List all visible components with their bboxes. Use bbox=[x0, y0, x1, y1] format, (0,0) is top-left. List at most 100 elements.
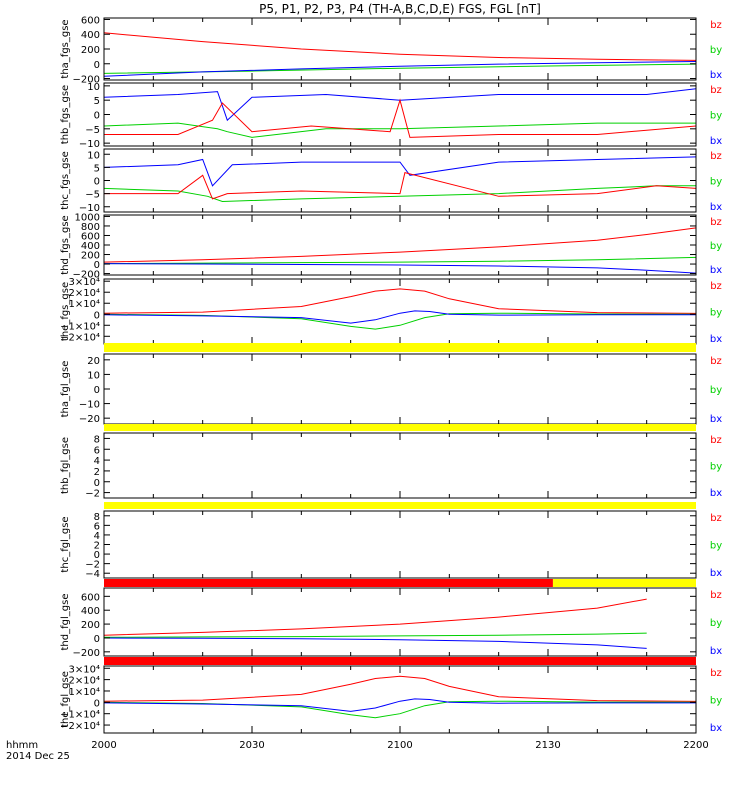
x-tick-label: 2000 bbox=[91, 740, 116, 751]
y-axis-label: thb_fgl_gse bbox=[60, 437, 71, 494]
series-bz-line bbox=[103, 32, 697, 61]
legend-bx: bx bbox=[710, 136, 722, 147]
series-bz-line bbox=[103, 675, 697, 702]
legend-by: by bbox=[710, 696, 722, 707]
panel-frame bbox=[103, 148, 697, 213]
panel-frame bbox=[103, 432, 697, 499]
legend-by: by bbox=[710, 385, 722, 396]
y-tick-label: 0 bbox=[94, 698, 100, 709]
flag-bar-yellow bbox=[104, 343, 696, 352]
legend-bz: bz bbox=[710, 281, 722, 292]
series-bz-line bbox=[104, 171, 697, 200]
legend-bz: bz bbox=[710, 85, 722, 96]
flag-bar-yellow bbox=[104, 424, 696, 431]
y-tick-label: −10 bbox=[79, 139, 100, 150]
legend-by: by bbox=[710, 241, 722, 252]
y-tick-label: 600 bbox=[81, 15, 100, 26]
series-by-line bbox=[103, 632, 647, 638]
series-by-line bbox=[103, 185, 696, 203]
y-axis-label: thd_fgs_gse bbox=[60, 215, 71, 274]
series-bz-line bbox=[103, 288, 697, 314]
y-tick-label: 2 bbox=[94, 467, 100, 478]
series-bx-line bbox=[103, 637, 647, 649]
series-by-line bbox=[103, 312, 697, 330]
legend-bz: bz bbox=[710, 513, 722, 524]
y-tick-label: 1×10⁴ bbox=[69, 687, 100, 698]
series-by-line bbox=[103, 256, 697, 265]
series-by-line bbox=[103, 122, 696, 138]
y-tick-label: −20 bbox=[79, 414, 100, 425]
y-tick-label: 0 bbox=[94, 385, 100, 396]
panel-frame bbox=[103, 353, 697, 425]
series-bz-line bbox=[104, 98, 697, 138]
y-tick-label: 0 bbox=[94, 310, 100, 321]
series-bx-line bbox=[103, 263, 697, 274]
y-tick-label: 8 bbox=[94, 512, 100, 523]
flag-bar-red bbox=[104, 579, 553, 587]
y-tick-label: −200 bbox=[73, 648, 100, 659]
legend-bz: bz bbox=[710, 668, 722, 679]
y-axis-label: thc_fgl_gse bbox=[60, 516, 71, 572]
y-tick-label: −5 bbox=[85, 125, 100, 136]
y-tick-label: −2 bbox=[85, 560, 100, 571]
legend-by: by bbox=[710, 177, 722, 188]
y-tick-label: −10 bbox=[79, 203, 100, 214]
y-tick-label: −10 bbox=[79, 400, 100, 411]
y-tick-label: 200 bbox=[81, 251, 100, 262]
legend-bz: bz bbox=[710, 356, 722, 367]
y-tick-label: 10 bbox=[87, 150, 100, 161]
y-tick-label: 0 bbox=[94, 478, 100, 489]
flag-bar-yellow bbox=[552, 579, 696, 587]
series-bx-line bbox=[103, 88, 697, 122]
legend-bx: bx bbox=[710, 202, 722, 213]
legend-bx: bx bbox=[710, 488, 722, 499]
time-unit-label: hhmm bbox=[6, 740, 38, 751]
legend-bz: bz bbox=[710, 435, 722, 446]
y-tick-label: 0 bbox=[94, 177, 100, 188]
y-axis-label: thb_fgs_gse bbox=[60, 85, 71, 144]
y-tick-label: 20 bbox=[87, 356, 100, 367]
x-tick-label: 2100 bbox=[387, 740, 412, 751]
legend-bx: bx bbox=[710, 265, 722, 276]
y-tick-label: 8 bbox=[94, 434, 100, 445]
series-by-line bbox=[103, 700, 697, 719]
y-tick-label: 3×10⁴ bbox=[69, 277, 100, 288]
y-tick-label: 0 bbox=[94, 111, 100, 122]
series-bx-line bbox=[103, 61, 697, 77]
plot-title: P5, P1, P2, P3, P4 (TH-A,B,C,D,E) FGS, F… bbox=[259, 2, 541, 16]
y-tick-label: 400 bbox=[81, 606, 100, 617]
y-tick-label: 400 bbox=[81, 30, 100, 41]
legend-bz: bz bbox=[710, 590, 722, 601]
panel-frame bbox=[103, 82, 697, 147]
y-tick-label: 0 bbox=[94, 634, 100, 645]
legend-bx: bx bbox=[710, 414, 722, 425]
legend-bz: bz bbox=[710, 151, 722, 162]
y-tick-label: 6 bbox=[94, 445, 100, 456]
x-tick-label: 2130 bbox=[535, 740, 560, 751]
legend-by: by bbox=[710, 111, 722, 122]
y-axis-label: tha_fgs_gse bbox=[60, 19, 71, 78]
y-tick-label: 6 bbox=[94, 521, 100, 532]
y-tick-label: 0 bbox=[94, 550, 100, 561]
flag-bar-yellow bbox=[104, 502, 696, 509]
flag-bar-red bbox=[104, 657, 696, 665]
y-axis-label: thd_fgl_gse bbox=[60, 594, 71, 651]
y-tick-label: 5 bbox=[94, 163, 100, 174]
y-tick-label: −2 bbox=[85, 489, 100, 500]
y-tick-label: −5 bbox=[85, 190, 100, 201]
y-axis-label: the_fgs_gse bbox=[60, 282, 71, 341]
y-tick-label: −1×10⁴ bbox=[60, 710, 100, 721]
y-tick-label: −200 bbox=[73, 75, 100, 86]
y-axis-label: thc_fgs_gse bbox=[60, 151, 71, 210]
y-tick-label: 1×10⁴ bbox=[69, 299, 100, 310]
y-tick-label: 0 bbox=[94, 60, 100, 71]
y-tick-label: −200 bbox=[73, 270, 100, 281]
x-axis: 2000 2030 2100 2130 2200 bbox=[91, 740, 708, 751]
y-tick-label: 0 bbox=[94, 260, 100, 271]
legend-by: by bbox=[710, 45, 722, 56]
legend-by: by bbox=[710, 541, 722, 552]
